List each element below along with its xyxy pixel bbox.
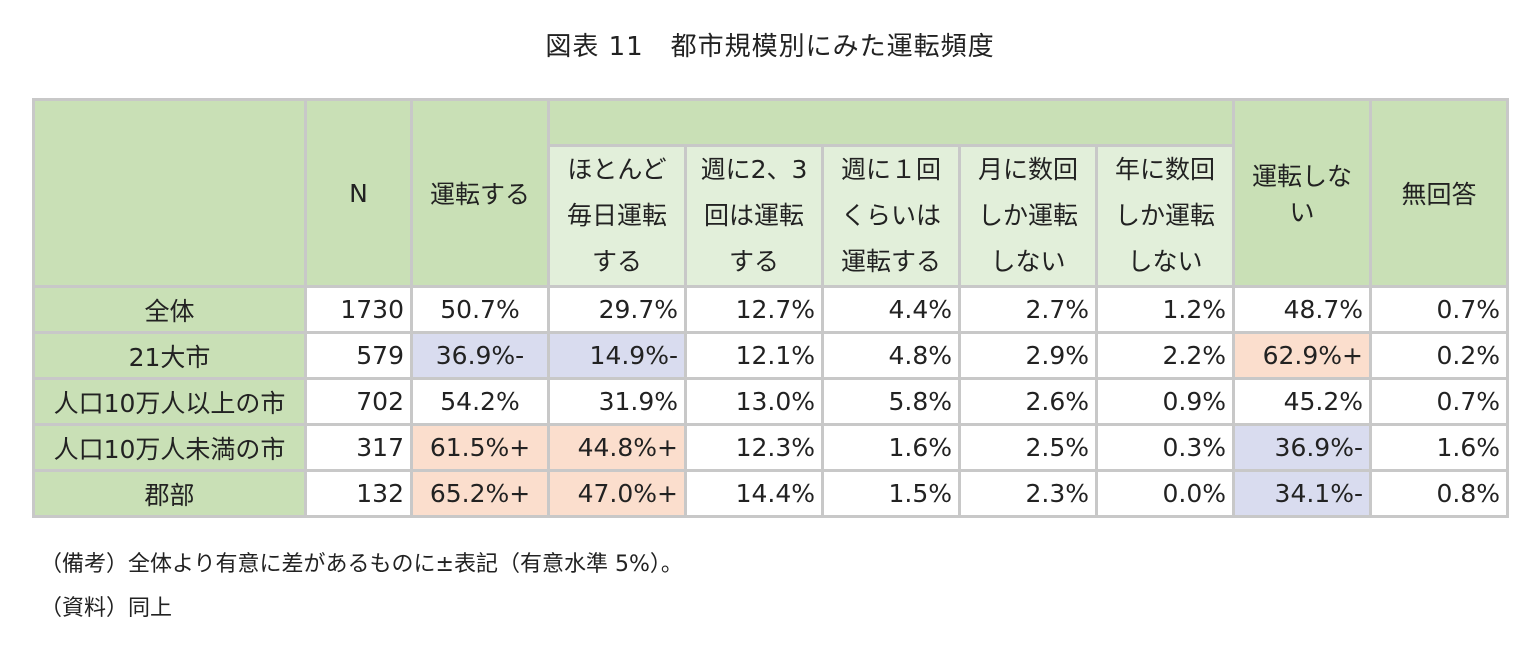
remark-note: （備考）全体より有意に差があるものに±表記（有意水準 5%）。 xyxy=(40,552,683,577)
header-no-drive-line2: い xyxy=(1289,198,1315,227)
header-yearly-line3: しない xyxy=(1127,247,1203,276)
header-daily-line1: ほとんど xyxy=(567,155,667,184)
header-daily: ほとんど 毎日運転 する xyxy=(547,144,687,288)
cell-drive: 50.7% xyxy=(410,285,550,334)
cell-no-drive: 45.2% xyxy=(1232,377,1372,426)
row-label: 21大市 xyxy=(32,331,307,380)
cell-no-drive: 48.7% xyxy=(1232,285,1372,334)
cell-weekly-2-3: 14.4% xyxy=(684,469,824,518)
header-monthly-line3: しない xyxy=(990,247,1066,276)
row-label: 人口10万人以上の市 xyxy=(32,377,307,426)
header-weekly-1-line2: くらいは xyxy=(840,201,941,230)
header-daily-line3: する xyxy=(591,247,642,276)
cell-n: 579 xyxy=(304,331,413,380)
cell-no-answer: 0.8% xyxy=(1369,469,1509,518)
cell-no-answer: 0.2% xyxy=(1369,331,1509,380)
cell-monthly: 2.7% xyxy=(958,285,1098,334)
cell-no-drive: 62.9%+ xyxy=(1232,331,1372,380)
table-row: 21大市 579 36.9%- 14.9%- 12.1% 4.8% 2.9% 2… xyxy=(32,331,1509,380)
header-monthly-line2: しか運転 xyxy=(977,201,1078,230)
table-row: 郡部 132 65.2%+ 47.0%+ 14.4% 1.5% 2.3% 0.0… xyxy=(32,469,1509,518)
cell-weekly-2-3: 12.1% xyxy=(684,331,824,380)
row-label: 郡部 xyxy=(32,469,307,518)
header-drive-group xyxy=(547,98,1235,147)
cell-drive: 61.5%+ xyxy=(410,423,550,472)
cell-weekly-2-3: 12.7% xyxy=(684,285,824,334)
cell-daily: 47.0%+ xyxy=(547,469,687,518)
source-note: （資料）同上 xyxy=(40,596,173,621)
cell-monthly: 2.3% xyxy=(958,469,1098,518)
header-weekly-2-3: 週に2、3 回は運転 する xyxy=(684,144,824,288)
cell-no-answer: 1.6% xyxy=(1369,423,1509,472)
header-monthly-line1: 月に数回 xyxy=(977,155,1078,184)
table-row: 人口10万人以上の市 702 54.2% 31.9% 13.0% 5.8% 2.… xyxy=(32,377,1509,426)
cell-yearly: 0.9% xyxy=(1095,377,1235,426)
cell-monthly: 2.5% xyxy=(958,423,1098,472)
header-corner xyxy=(32,98,307,288)
header-yearly-line2: しか運転 xyxy=(1114,201,1215,230)
header-weekly-1-line3: 運転する xyxy=(840,247,941,276)
header-monthly: 月に数回 しか運転 しない xyxy=(958,144,1098,288)
header-weekly-1: 週に１回 くらいは 運転する xyxy=(821,144,961,288)
header-no-answer: 無回答 xyxy=(1369,98,1509,288)
driving-frequency-table: N 運転する 運転しな い 無回答 ほとんど 毎日運転 する 週に2、3 回は運… xyxy=(32,98,1509,518)
cell-no-answer: 0.7% xyxy=(1369,285,1509,334)
cell-daily: 29.7% xyxy=(547,285,687,334)
cell-weekly-1: 4.4% xyxy=(821,285,961,334)
cell-daily: 31.9% xyxy=(547,377,687,426)
header-daily-line2: 毎日運転 xyxy=(566,201,667,230)
header-drive: 運転する xyxy=(410,98,550,288)
cell-monthly: 2.9% xyxy=(958,331,1098,380)
header-no-drive-line1: 運転しな xyxy=(1251,162,1352,191)
cell-weekly-1: 1.6% xyxy=(821,423,961,472)
cell-daily: 44.8%+ xyxy=(547,423,687,472)
cell-monthly: 2.6% xyxy=(958,377,1098,426)
header-yearly-line1: 年に数回 xyxy=(1114,155,1215,184)
row-label: 人口10万人未満の市 xyxy=(32,423,307,472)
cell-daily: 14.9%- xyxy=(547,331,687,380)
cell-yearly: 0.3% xyxy=(1095,423,1235,472)
cell-yearly: 1.2% xyxy=(1095,285,1235,334)
cell-weekly-2-3: 12.3% xyxy=(684,423,824,472)
cell-n: 1730 xyxy=(304,285,413,334)
cell-n: 702 xyxy=(304,377,413,426)
cell-no-answer: 0.7% xyxy=(1369,377,1509,426)
table-row: 人口10万人未満の市 317 61.5%+ 44.8%+ 12.3% 1.6% … xyxy=(32,423,1509,472)
header-weekly-2-3-line3: する xyxy=(728,247,779,276)
header-weekly-1-line1: 週に１回 xyxy=(840,155,941,184)
header-weekly-2-3-line2: 回は運転 xyxy=(703,201,804,230)
header-n: N xyxy=(304,98,413,288)
cell-no-drive: 34.1%- xyxy=(1232,469,1372,518)
cell-n: 132 xyxy=(304,469,413,518)
cell-n: 317 xyxy=(304,423,413,472)
header-no-drive: 運転しな い xyxy=(1232,98,1372,288)
table-row: 全体 1730 50.7% 29.7% 12.7% 4.4% 2.7% 1.2%… xyxy=(32,285,1509,334)
cell-weekly-1: 1.5% xyxy=(821,469,961,518)
header-yearly: 年に数回 しか運転 しない xyxy=(1095,144,1235,288)
cell-weekly-2-3: 13.0% xyxy=(684,377,824,426)
figure-title: 図表 11 都市規模別にみた運転頻度 xyxy=(545,32,995,62)
cell-drive: 36.9%- xyxy=(410,331,550,380)
cell-drive: 65.2%+ xyxy=(410,469,550,518)
cell-yearly: 2.2% xyxy=(1095,331,1235,380)
cell-no-drive: 36.9%- xyxy=(1232,423,1372,472)
cell-weekly-1: 5.8% xyxy=(821,377,961,426)
cell-drive: 54.2% xyxy=(410,377,550,426)
header-weekly-2-3-line1: 週に2、3 xyxy=(700,155,808,184)
row-label: 全体 xyxy=(32,285,307,334)
cell-weekly-1: 4.8% xyxy=(821,331,961,380)
cell-yearly: 0.0% xyxy=(1095,469,1235,518)
